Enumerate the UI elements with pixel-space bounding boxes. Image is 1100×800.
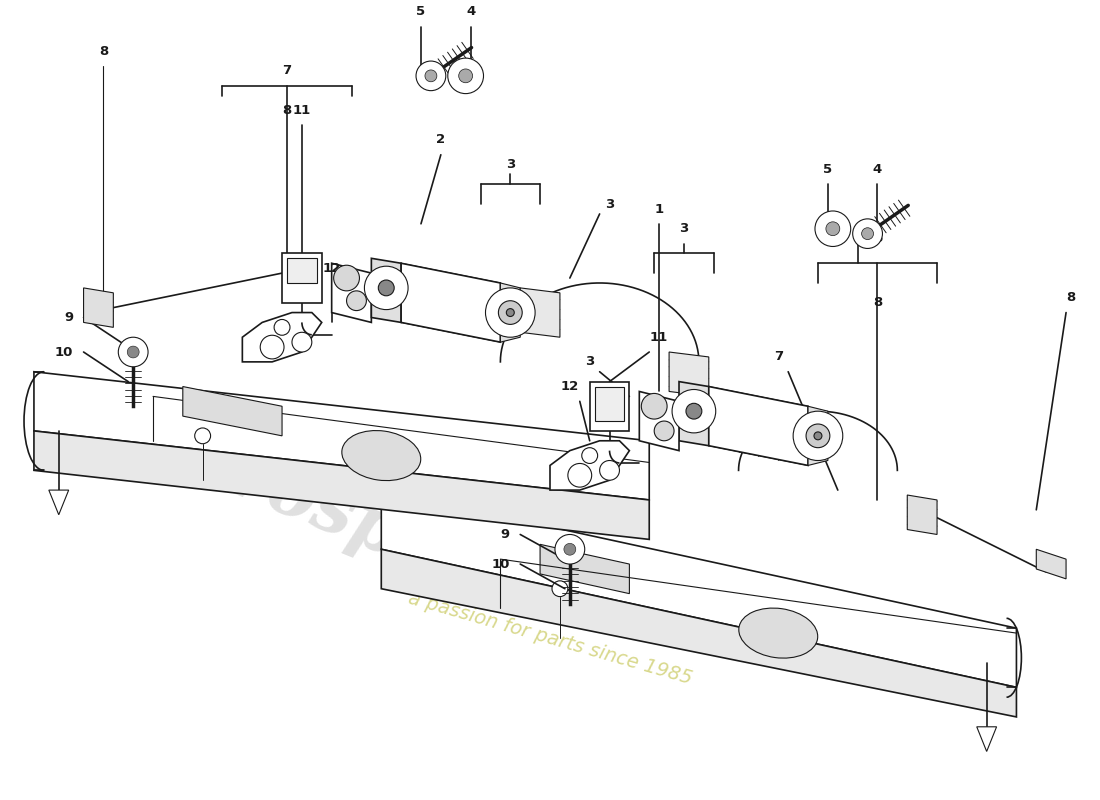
Text: 5: 5 — [417, 6, 426, 18]
Text: 12: 12 — [561, 380, 579, 393]
Polygon shape — [372, 258, 402, 322]
Text: 3: 3 — [680, 222, 689, 235]
Text: 8: 8 — [99, 45, 108, 58]
Polygon shape — [183, 386, 282, 436]
Text: 6: 6 — [873, 232, 882, 245]
Text: 8: 8 — [1066, 291, 1076, 304]
Text: 9: 9 — [64, 311, 74, 324]
Polygon shape — [908, 495, 937, 534]
Polygon shape — [48, 490, 68, 514]
Circle shape — [506, 309, 515, 317]
Ellipse shape — [342, 430, 420, 481]
Circle shape — [814, 432, 822, 440]
Circle shape — [485, 288, 535, 338]
Polygon shape — [382, 550, 1016, 717]
Polygon shape — [402, 263, 500, 342]
Circle shape — [806, 424, 829, 448]
Circle shape — [459, 69, 473, 82]
Polygon shape — [84, 288, 113, 327]
Text: 8: 8 — [283, 104, 292, 117]
Polygon shape — [708, 386, 808, 466]
Text: 5: 5 — [823, 163, 833, 176]
Polygon shape — [287, 258, 317, 283]
Polygon shape — [679, 382, 708, 446]
Circle shape — [119, 338, 148, 367]
Polygon shape — [242, 313, 321, 362]
Polygon shape — [282, 254, 321, 302]
Circle shape — [582, 448, 597, 463]
Text: 2: 2 — [437, 134, 446, 146]
Circle shape — [793, 411, 843, 461]
Circle shape — [364, 266, 408, 310]
Polygon shape — [808, 406, 828, 466]
Circle shape — [815, 211, 850, 246]
Text: 3: 3 — [585, 355, 594, 368]
Circle shape — [600, 461, 619, 480]
Polygon shape — [1036, 550, 1066, 579]
Text: 10: 10 — [492, 558, 509, 570]
Ellipse shape — [739, 608, 817, 658]
Circle shape — [378, 280, 394, 296]
Polygon shape — [540, 544, 629, 594]
Circle shape — [861, 228, 873, 239]
Circle shape — [568, 463, 592, 487]
Circle shape — [261, 335, 284, 359]
Text: eurospares: eurospares — [131, 403, 572, 637]
Circle shape — [425, 70, 437, 82]
Polygon shape — [977, 726, 997, 751]
Circle shape — [564, 543, 575, 555]
Text: 11: 11 — [293, 104, 311, 117]
Circle shape — [641, 394, 667, 419]
Polygon shape — [590, 382, 629, 431]
Polygon shape — [382, 490, 1016, 687]
Circle shape — [333, 266, 360, 291]
Circle shape — [292, 332, 311, 352]
Circle shape — [498, 301, 522, 324]
Polygon shape — [639, 391, 679, 450]
Circle shape — [686, 403, 702, 419]
Circle shape — [552, 581, 568, 597]
Text: 3: 3 — [605, 198, 614, 210]
Polygon shape — [550, 441, 629, 490]
Text: 10: 10 — [55, 346, 73, 358]
Circle shape — [346, 291, 366, 310]
Polygon shape — [520, 288, 560, 338]
Circle shape — [195, 428, 210, 444]
Circle shape — [556, 534, 585, 564]
Text: 11: 11 — [650, 330, 669, 344]
Text: 4: 4 — [873, 163, 882, 176]
Polygon shape — [500, 283, 520, 342]
Circle shape — [128, 346, 139, 358]
Polygon shape — [332, 263, 372, 322]
Circle shape — [448, 58, 484, 94]
Circle shape — [672, 390, 716, 433]
Polygon shape — [34, 372, 649, 500]
Text: 3: 3 — [506, 158, 515, 171]
Text: 12: 12 — [322, 262, 341, 274]
Text: 7: 7 — [283, 65, 292, 78]
Text: 1: 1 — [654, 202, 663, 215]
Circle shape — [826, 222, 839, 236]
Text: 9: 9 — [500, 528, 510, 541]
Text: 4: 4 — [466, 6, 475, 18]
Circle shape — [274, 319, 290, 335]
Text: 7: 7 — [773, 350, 783, 363]
Text: 8: 8 — [873, 296, 882, 309]
Polygon shape — [595, 386, 625, 421]
Polygon shape — [34, 431, 649, 539]
Polygon shape — [669, 352, 708, 396]
Circle shape — [654, 421, 674, 441]
Circle shape — [416, 61, 446, 90]
Circle shape — [852, 219, 882, 249]
Text: a passion for parts since 1985: a passion for parts since 1985 — [406, 588, 694, 688]
